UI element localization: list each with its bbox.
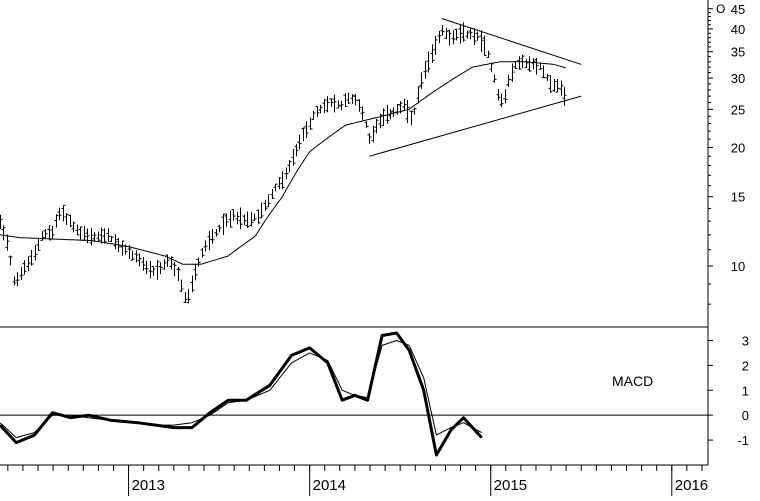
price-tick-label: 15 — [731, 190, 745, 205]
macd-title: MACD — [612, 373, 653, 389]
moving-average-line — [0, 61, 567, 265]
macd-line — [0, 331, 483, 457]
price-tick-label: 20 — [731, 140, 745, 155]
price-tick-label: 25 — [731, 102, 745, 117]
macd-panel: MACD — [0, 331, 653, 457]
resistance-trendline — [441, 18, 582, 65]
macd-tick-label: 2 — [742, 358, 749, 373]
macd-tick-label: 0 — [742, 408, 749, 423]
x-tick-label: 2013 — [132, 477, 165, 494]
price-tick-label: 40 — [731, 22, 745, 37]
x-tick-label: 2015 — [494, 477, 527, 494]
macd-tick-label: 3 — [742, 333, 749, 348]
watermark-glyph: O — [716, 2, 725, 16]
price-tick-label: 45 — [731, 2, 745, 17]
macd-tick-label: 1 — [742, 383, 749, 398]
x-tick-label: 2014 — [313, 477, 346, 494]
price-tick-label: 30 — [731, 71, 745, 86]
support-trendline — [369, 95, 582, 157]
price-tick-label: 35 — [731, 45, 745, 60]
macd-tick-label: -1 — [737, 433, 749, 448]
price-tick-label: 10 — [731, 259, 745, 274]
panel-frame — [0, 0, 709, 466]
x-tick-label: 2016 — [675, 477, 708, 494]
signal-line — [0, 340, 482, 439]
price-panel — [0, 18, 582, 304]
axes: 10 15 20 25 30 35 40 45 O -1 0 1 2 3 2013 2014 2015 2016 — [7, 2, 749, 496]
